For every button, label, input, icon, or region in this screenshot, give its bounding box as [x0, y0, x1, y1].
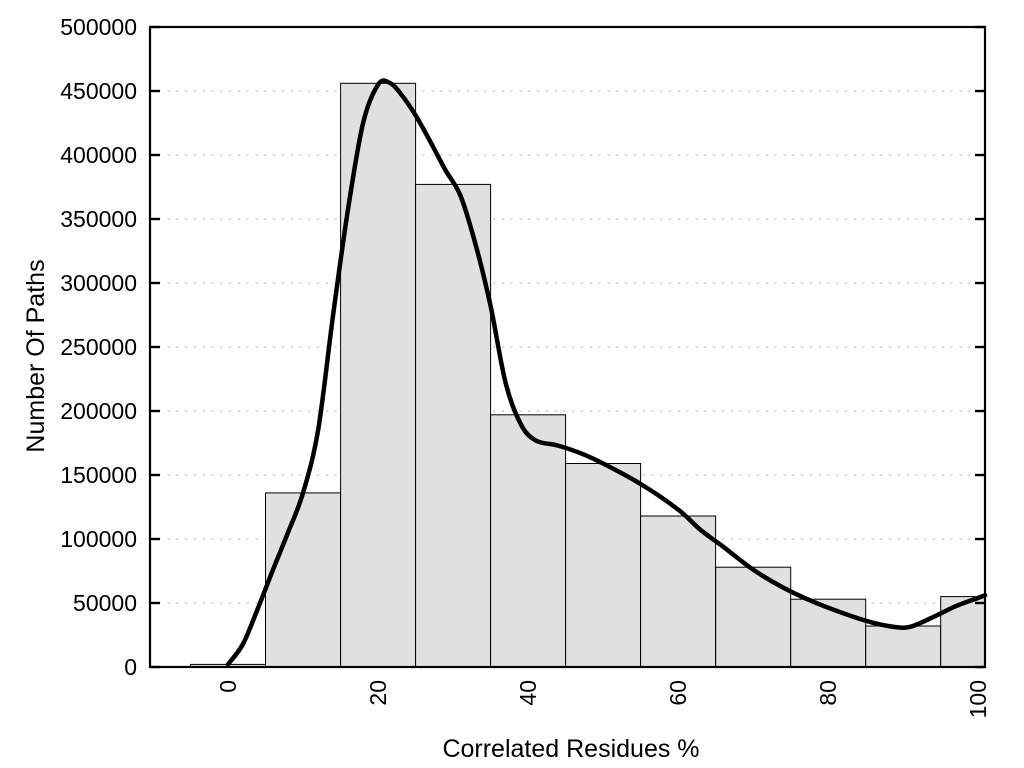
y-tick-label: 0 — [124, 654, 137, 680]
y-tick-label: 250000 — [60, 334, 137, 360]
histogram-bar — [490, 414, 567, 668]
x-axis-title: Correlated Residues % — [442, 735, 699, 763]
y-tick-label: 500000 — [60, 14, 137, 40]
x-tick-label: 20 — [365, 680, 391, 706]
histogram-bar — [415, 183, 492, 668]
x-tick-label: 100 — [965, 680, 991, 718]
y-tick-label: 350000 — [60, 206, 137, 232]
y-tick-label: 400000 — [60, 142, 137, 168]
x-tick-label: 0 — [215, 680, 241, 693]
histogram-bar — [340, 82, 417, 668]
y-tick-label: 200000 — [60, 398, 137, 424]
bars-layer — [190, 82, 986, 668]
axes-layer — [148, 25, 987, 669]
histogram-bar — [640, 515, 717, 668]
histogram-bar — [865, 625, 942, 668]
histogram-bar — [940, 596, 986, 668]
smoothed-curve — [225, 78, 988, 667]
histogram-bar — [715, 566, 792, 668]
y-tick-label: 450000 — [60, 78, 137, 104]
x-tick-label: 80 — [815, 680, 841, 706]
y-axis-title: Number Of Paths — [22, 259, 50, 452]
x-tick-label: 60 — [665, 680, 691, 706]
y-tick-label: 300000 — [60, 270, 137, 296]
y-tick-label: 150000 — [60, 462, 137, 488]
histogram-bar — [565, 463, 642, 668]
y-tick-label: 50000 — [73, 590, 137, 616]
plot-border — [148, 25, 987, 669]
curve-layer — [225, 78, 988, 667]
histogram-bar — [265, 492, 341, 668]
tick-labels-layer: 0 50000 100000 150000 200000 250000 300000 3500… — [60, 14, 991, 718]
x-tick-label: 40 — [515, 680, 541, 706]
y-tick-label: 100000 — [60, 526, 137, 552]
